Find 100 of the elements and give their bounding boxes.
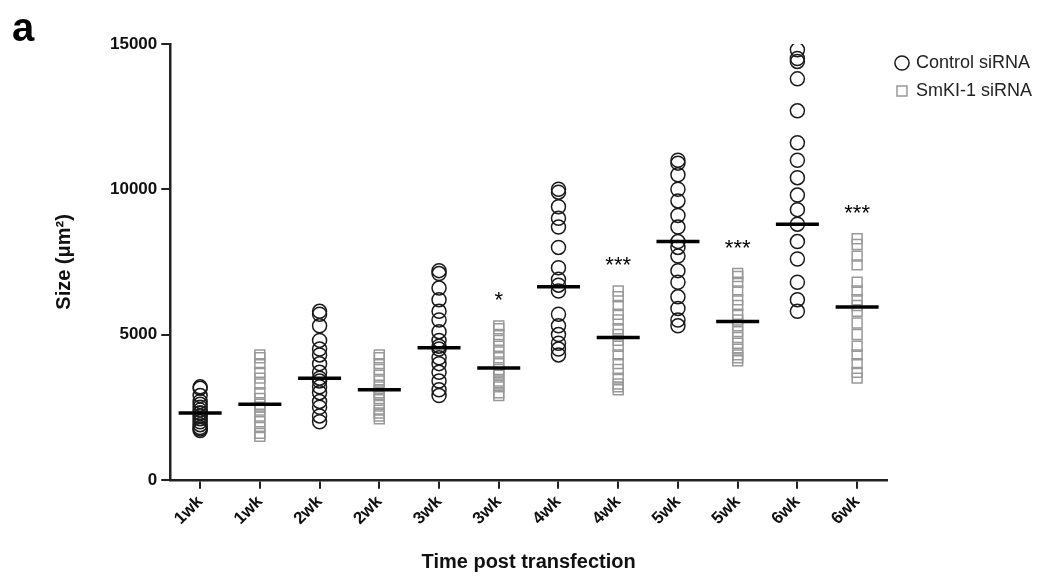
- point: [550, 283, 567, 299]
- point: [311, 399, 328, 415]
- point: [254, 421, 266, 434]
- point: [670, 289, 686, 305]
- point: [311, 413, 328, 430]
- legend-label: Control siRNA: [915, 51, 1031, 72]
- point: [851, 250, 863, 262]
- point: [373, 398, 386, 411]
- point: [254, 416, 266, 428]
- point: [612, 357, 624, 370]
- x-tick-label: 3wk: [409, 491, 446, 528]
- point: [612, 363, 624, 376]
- point: [493, 352, 505, 364]
- point: [851, 259, 863, 271]
- point: [731, 331, 744, 344]
- point: [311, 384, 328, 401]
- point: [851, 357, 863, 370]
- point: [670, 248, 686, 264]
- point: [789, 135, 806, 151]
- point: [550, 198, 567, 215]
- point: [254, 410, 266, 422]
- point: [789, 71, 806, 87]
- point: [431, 312, 447, 328]
- point: [612, 291, 624, 303]
- point: [670, 312, 686, 328]
- point: [254, 372, 266, 384]
- point: [431, 303, 447, 320]
- point: [373, 363, 386, 376]
- point: [431, 382, 447, 398]
- annotation: ***: [724, 234, 751, 260]
- point: [612, 314, 624, 326]
- point: [789, 103, 806, 119]
- point: [851, 238, 863, 251]
- point: [431, 350, 447, 366]
- point: [731, 294, 744, 306]
- point: [493, 334, 505, 347]
- x-tick-label: 5wk: [707, 491, 745, 528]
- x-tick-label: 1wk: [170, 491, 207, 528]
- point: [254, 366, 266, 379]
- point: [789, 169, 806, 186]
- point: [612, 308, 624, 320]
- point: [493, 328, 505, 341]
- point: [431, 387, 447, 404]
- point: [670, 193, 686, 209]
- point: [612, 323, 624, 335]
- point: [311, 355, 328, 372]
- point: [431, 355, 447, 372]
- point: [851, 366, 863, 379]
- x-tick-label: 6wk: [767, 491, 804, 528]
- point: [612, 285, 624, 297]
- point: [789, 201, 806, 218]
- point: [550, 341, 567, 357]
- point: [851, 372, 863, 384]
- point: [851, 285, 863, 297]
- point: [431, 323, 447, 340]
- point: [851, 299, 863, 312]
- point: [789, 274, 806, 291]
- point: [670, 167, 686, 183]
- point: [373, 375, 386, 387]
- point: [550, 219, 567, 235]
- point: [254, 386, 266, 399]
- point: [254, 378, 266, 390]
- point: [373, 369, 386, 381]
- point: [254, 357, 266, 370]
- point: [670, 207, 686, 224]
- point: [731, 325, 744, 338]
- point: [550, 318, 567, 334]
- point: [731, 299, 744, 312]
- point: [731, 337, 744, 349]
- point: [612, 349, 624, 361]
- point: [373, 357, 386, 370]
- annotation: ***: [605, 252, 632, 278]
- y-tick-label: 5000: [119, 324, 158, 344]
- point: [731, 276, 744, 288]
- point: [670, 181, 686, 198]
- x-tick-label: 4wk: [588, 491, 625, 528]
- point: [731, 285, 744, 297]
- point: [789, 152, 806, 168]
- point: [612, 328, 624, 341]
- point: [550, 259, 567, 276]
- point: [670, 219, 686, 235]
- y-tick-label: 15000: [109, 33, 158, 53]
- point: [550, 347, 567, 363]
- point: [311, 318, 328, 334]
- point: [431, 364, 447, 381]
- legend-label: SmKI-1 siRNA: [915, 79, 1032, 100]
- y-tick-label: 0: [147, 469, 158, 489]
- point: [612, 299, 624, 312]
- point: [311, 341, 328, 357]
- point: [731, 343, 744, 355]
- point: [311, 408, 328, 424]
- point: [311, 379, 328, 395]
- x-tick-label: 1wk: [229, 491, 267, 528]
- y-tick-label: 10000: [109, 178, 158, 198]
- point: [851, 232, 863, 245]
- point: [851, 340, 863, 352]
- point: [670, 262, 686, 279]
- point: [612, 372, 624, 384]
- x-tick-label: 4wk: [528, 491, 566, 528]
- annotation: ***: [844, 199, 871, 225]
